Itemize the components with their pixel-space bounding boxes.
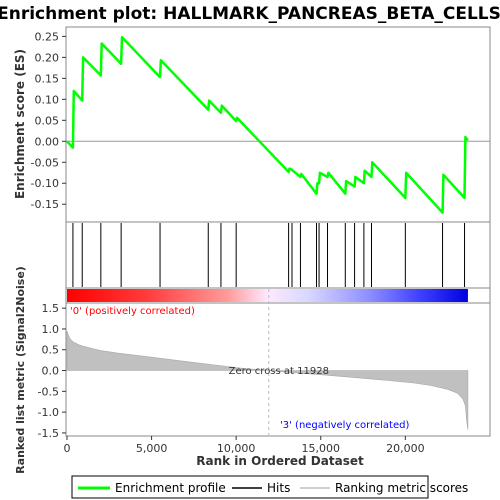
ranking-yaxis-ticks: -1.5 -1.0 -0.5 0.0 0.5 1.0 1.5 bbox=[38, 302, 66, 440]
positive-correlation-label: '0' (positively correlated) bbox=[70, 306, 195, 317]
ranking-xtick-label: 0 bbox=[64, 442, 71, 455]
legend-profile-label: Enrichment profile bbox=[115, 481, 226, 495]
zero-cross-label: Zero cross at 11928 bbox=[229, 366, 329, 377]
enrichment-profile-group bbox=[66, 35, 469, 214]
hits-panel-frame bbox=[65, 221, 491, 289]
es-ytick-label: -0.05 bbox=[31, 156, 59, 169]
es-ytick-label: 0.05 bbox=[35, 114, 60, 127]
es-ytick-label: 0.00 bbox=[35, 135, 60, 148]
legend-hits-label: Hits bbox=[267, 481, 290, 495]
es-ytick-label: 0.20 bbox=[35, 51, 60, 64]
zero-cross-group: Zero cross at 11928 bbox=[229, 289, 329, 435]
ranking-ytick-label: 1.0 bbox=[42, 323, 60, 336]
legend-box bbox=[71, 475, 429, 499]
es-ytick-label: 0.25 bbox=[35, 30, 60, 43]
ranking-ytick-label: -1.5 bbox=[38, 427, 59, 440]
ranking-ytick-label: 0.5 bbox=[42, 344, 60, 357]
ranking-metric-area bbox=[66, 330, 469, 430]
ranking-xtick-label: 20,000 bbox=[386, 442, 425, 455]
es-ytick-label: 0.15 bbox=[35, 72, 60, 85]
es-ytick-label: 0.10 bbox=[35, 93, 60, 106]
enrichment-profile-line bbox=[66, 35, 469, 214]
ranking-xtick-label: 5,000 bbox=[136, 442, 168, 455]
ranking-heatmap-bar bbox=[67, 289, 468, 302]
hits-group bbox=[72, 223, 466, 287]
ranking-xtick-label: 15,000 bbox=[302, 442, 341, 455]
legend-ranking-label: Ranking metric scores bbox=[335, 481, 468, 495]
es-panel-frame bbox=[65, 26, 491, 223]
ranking-xlabel: Rank in Ordered Dataset bbox=[196, 454, 364, 468]
ranking-xtick-label: 10,000 bbox=[217, 442, 256, 455]
legend: Enrichment profile Hits Ranking metric s… bbox=[71, 475, 468, 499]
ranking-ytick-label: 1.5 bbox=[42, 302, 60, 315]
es-yaxis-ticks: -0.15 -0.10 -0.05 0.00 0.05 0.10 0.15 0.20 0.25 bbox=[31, 30, 66, 211]
ranking-ytick-label: -0.5 bbox=[38, 385, 59, 398]
ranking-xaxis-ticks: 0 5,000 10,000 15,000 20,000 bbox=[64, 436, 425, 455]
negative-correlation-label: '3' (negatively correlated) bbox=[280, 420, 409, 431]
es-ytick-label: -0.15 bbox=[31, 198, 59, 211]
es-ytick-label: -0.10 bbox=[31, 177, 59, 190]
es-ylabel: Enrichment score (ES) bbox=[13, 49, 27, 199]
ranking-ylabel: Ranked list metric (Signal2Noise) bbox=[14, 266, 27, 474]
chart-title: Enrichment plot: HALLMARK_PANCREAS_BETA_… bbox=[0, 4, 500, 24]
ranking-area-group bbox=[66, 330, 469, 430]
ranking-ytick-label: 0.0 bbox=[42, 365, 60, 378]
ranking-ytick-label: -1.0 bbox=[38, 406, 59, 419]
